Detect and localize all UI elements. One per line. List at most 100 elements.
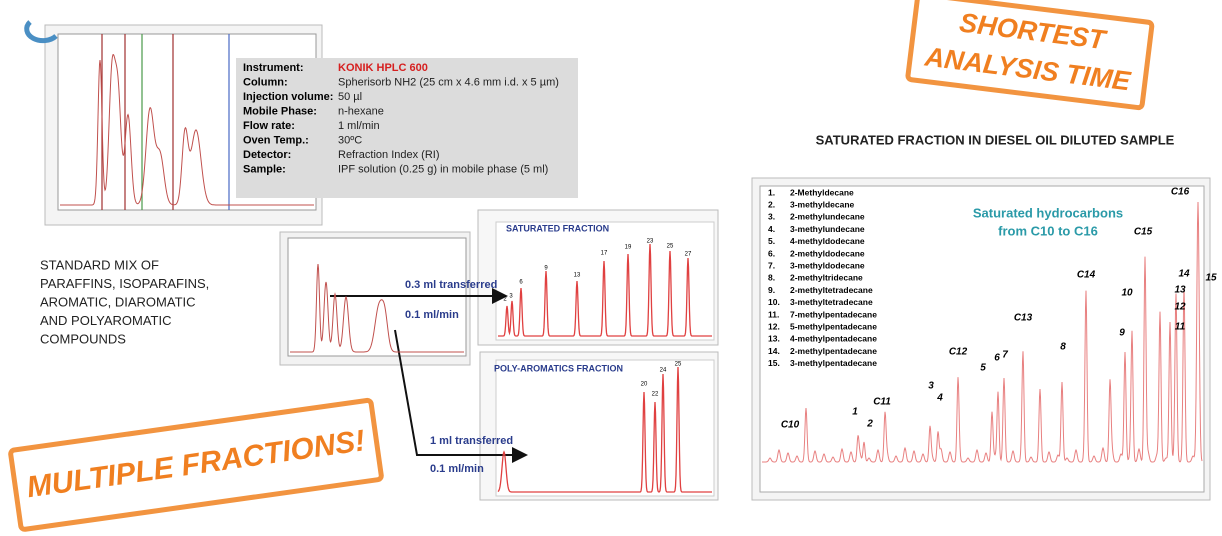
peak-label: C16 — [1171, 187, 1190, 198]
peak-label: 7 — [1002, 350, 1008, 361]
trace — [498, 243, 712, 337]
caption-line: AND POLYAROMATIC — [40, 313, 171, 328]
instrument-label: Injection volume: — [243, 91, 333, 103]
panel-title: POLY-AROMATICS FRACTION — [494, 363, 623, 373]
caption-line: PARAFFINS, ISOPARAFINS, — [40, 276, 209, 291]
peak-label: 27 — [685, 252, 692, 258]
peak-label: 9 — [544, 266, 548, 272]
legend-name: 2-methylundecane — [790, 212, 865, 222]
instrument-label: Sample: — [243, 163, 286, 175]
legend-number: 9. — [768, 285, 775, 295]
instrument-value: KONIK HPLC 600 — [338, 62, 428, 74]
legend-name: 2-methyltetradecane — [790, 285, 873, 295]
trace — [762, 201, 1203, 463]
legend-name: 5-methylpentadecane — [790, 321, 877, 331]
legend-number: 5. — [768, 236, 775, 246]
trace — [60, 54, 314, 206]
peak-label: 6 — [519, 280, 523, 286]
peak-label: 10 — [1121, 288, 1133, 299]
panel-title: SATURATED FRACTION — [506, 223, 609, 233]
legend-name: 4-methyldodecane — [790, 236, 865, 246]
stamp-border — [905, 0, 1155, 111]
plot-area — [495, 359, 715, 497]
caption-line: STANDARD MIX OF — [40, 257, 159, 272]
caption-line: COMPOUNDS — [40, 331, 126, 346]
rotate-icon — [24, 20, 58, 44]
trace — [290, 263, 464, 353]
legend-name: 7-methylpentadecane — [790, 309, 877, 319]
legend-number: 2. — [768, 199, 775, 209]
legend-name: 3-methylundecane — [790, 224, 865, 234]
legend-number: 6. — [768, 248, 775, 258]
legend-number: 7. — [768, 260, 775, 270]
annotation: Saturated hydrocarbons — [973, 205, 1123, 220]
stamp-border — [8, 397, 384, 532]
peak-label: 22 — [652, 392, 659, 398]
transfer-flow: 0.1 ml/min — [405, 309, 459, 321]
transfer-volume: 0.3 ml transferred — [405, 279, 497, 291]
peak-label: C14 — [1077, 270, 1096, 281]
legend-name: 3-methyltetradecane — [790, 297, 873, 307]
instrument-value: IPF solution (0.25 g) in mobile phase (5… — [338, 163, 548, 175]
peak-label: 8 — [1060, 342, 1066, 353]
instrument-value: 30ºC — [338, 134, 362, 146]
legend-name: 2-methyldodecane — [790, 248, 865, 258]
peak-label: C10 — [781, 420, 800, 431]
peak-label: 4 — [936, 393, 943, 404]
peak-label: C12 — [949, 347, 968, 358]
legend-number: 8. — [768, 273, 775, 283]
legend-number: 10. — [768, 297, 780, 307]
trace — [497, 366, 712, 493]
annotation: from C10 to C16 — [998, 223, 1098, 238]
legend-name: 3-methyldecane — [790, 199, 855, 209]
peak-label: 3 — [509, 294, 513, 300]
peak-label: 25 — [667, 244, 674, 250]
peak-label: 12 — [1174, 302, 1186, 313]
peak-label: 11 — [1175, 322, 1186, 333]
transfer-volume: 1 ml transferred — [430, 435, 513, 447]
peak-label: 1 — [852, 407, 858, 418]
peak-label: 20 — [641, 382, 648, 388]
instrument-label: Mobile Phase: — [243, 105, 317, 117]
instrument-label: Column: — [243, 76, 288, 88]
instrument-label: Detector: — [243, 149, 291, 161]
legend-name: 3-methylpentadecane — [790, 358, 877, 368]
instrument-label: Oven Temp.: — [243, 134, 309, 146]
peak-label: C11 — [873, 397, 891, 408]
chart-title: SATURATED FRACTION IN DIESEL OIL DILUTED… — [816, 132, 1175, 147]
peak-label: C13 — [1014, 313, 1033, 324]
caption-line: AROMATIC, DIAROMATIC — [40, 294, 196, 309]
legend-number: 11. — [768, 309, 779, 319]
legend-number: 15. — [768, 358, 780, 368]
legend-name: 3-methyldodecane — [790, 260, 865, 270]
peak-label: 2 — [503, 297, 507, 303]
peak-label: 5 — [980, 363, 986, 374]
peak-label: 14 — [1178, 269, 1190, 280]
instrument-value: n-hexane — [338, 105, 384, 117]
legend-name: 2-methylpentadecane — [790, 346, 877, 356]
legend-number: 13. — [768, 334, 780, 344]
instrument-label: Instrument: — [243, 62, 304, 74]
peak-label: 13 — [1174, 285, 1186, 296]
peak-label: 25 — [675, 362, 682, 368]
legend-name: 2-Methyldecane — [790, 187, 854, 197]
peak-label: 17 — [601, 251, 608, 257]
instrument-value: Spherisorb NH2 (25 cm x 4.6 mm i.d. x 5 … — [338, 76, 559, 88]
stamp: MULTIPLE FRACTIONS! — [8, 397, 384, 532]
transfer-flow: 0.1 ml/min — [430, 463, 484, 475]
peak-label: 2 — [866, 419, 873, 430]
legend-number: 3. — [768, 212, 775, 222]
stamp-text: MULTIPLE FRACTIONS! — [25, 424, 367, 504]
legend-number: 14. — [768, 346, 780, 356]
instrument-value: 50 µl — [338, 91, 362, 103]
legend-name: 2-methyltridecane — [790, 273, 863, 283]
legend-number: 1. — [768, 187, 775, 197]
instrument-box — [236, 58, 578, 198]
peak-label: 6 — [994, 353, 1000, 364]
peak-label: 13 — [574, 273, 581, 279]
legend-number: 12. — [768, 321, 780, 331]
instrument-value: 1 ml/min — [338, 120, 380, 132]
peak-label: 24 — [660, 368, 667, 374]
